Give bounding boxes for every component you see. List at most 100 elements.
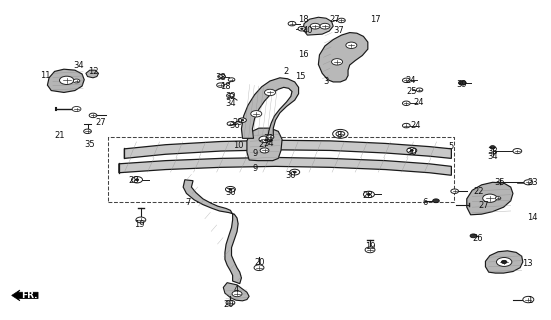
Text: 22: 22 (474, 187, 484, 196)
Text: 36: 36 (229, 121, 240, 130)
Circle shape (333, 129, 348, 138)
Polygon shape (86, 70, 99, 78)
Circle shape (402, 123, 410, 128)
Text: 31: 31 (263, 134, 274, 143)
Text: 10: 10 (233, 141, 244, 150)
Text: 18: 18 (220, 82, 230, 91)
Circle shape (89, 113, 97, 118)
Polygon shape (119, 157, 451, 175)
Text: 19: 19 (365, 242, 375, 251)
Text: 19: 19 (134, 220, 145, 229)
Text: 28: 28 (128, 176, 139, 185)
Polygon shape (12, 290, 38, 301)
Circle shape (483, 194, 497, 202)
Circle shape (254, 265, 264, 270)
Circle shape (336, 131, 345, 136)
Text: 29: 29 (233, 118, 244, 127)
Circle shape (364, 191, 375, 197)
Polygon shape (241, 78, 299, 141)
Text: 1: 1 (527, 296, 532, 305)
Circle shape (226, 93, 234, 98)
Circle shape (402, 101, 410, 106)
Text: 23: 23 (527, 179, 538, 188)
Text: 16: 16 (298, 50, 309, 59)
Text: 30: 30 (407, 148, 417, 156)
Text: 37: 37 (333, 26, 344, 35)
Text: 9: 9 (252, 149, 258, 158)
Circle shape (266, 135, 274, 139)
Circle shape (368, 194, 371, 196)
Circle shape (60, 76, 74, 84)
Text: 34: 34 (225, 99, 236, 108)
Text: 18: 18 (298, 15, 309, 24)
Polygon shape (125, 140, 451, 158)
Circle shape (84, 129, 91, 133)
Text: 34: 34 (487, 152, 498, 161)
Circle shape (232, 291, 242, 297)
Text: 27: 27 (329, 15, 340, 24)
Text: 14: 14 (527, 213, 538, 222)
Text: 13: 13 (522, 259, 532, 268)
Polygon shape (303, 17, 333, 35)
Polygon shape (247, 128, 282, 161)
Circle shape (264, 89, 276, 96)
Circle shape (293, 171, 296, 173)
Text: 20: 20 (255, 258, 266, 267)
Circle shape (290, 169, 300, 175)
Text: 27: 27 (95, 118, 106, 127)
Polygon shape (183, 180, 241, 284)
Circle shape (298, 27, 306, 31)
Text: 34: 34 (73, 60, 84, 69)
Circle shape (458, 81, 466, 85)
Polygon shape (485, 251, 523, 273)
Text: 21: 21 (55, 131, 66, 140)
Circle shape (332, 59, 343, 65)
Circle shape (226, 300, 235, 305)
Circle shape (132, 177, 143, 183)
Circle shape (260, 148, 269, 153)
Circle shape (346, 42, 357, 49)
Text: 9: 9 (252, 164, 258, 173)
Text: 3: 3 (323, 77, 329, 86)
Circle shape (239, 118, 246, 123)
Text: 35: 35 (84, 140, 95, 149)
Circle shape (217, 83, 224, 87)
Text: 38: 38 (215, 73, 226, 82)
Text: 30: 30 (285, 171, 296, 180)
Circle shape (513, 148, 522, 154)
Circle shape (301, 28, 303, 29)
Circle shape (402, 78, 410, 83)
Text: 30: 30 (225, 188, 236, 197)
Text: 35: 35 (494, 179, 505, 188)
Text: 11: 11 (41, 71, 51, 80)
Text: 7: 7 (185, 197, 190, 206)
Text: 32: 32 (225, 92, 236, 101)
Text: 12: 12 (88, 67, 98, 76)
Circle shape (288, 21, 296, 26)
Circle shape (338, 132, 343, 135)
Text: 8: 8 (336, 131, 342, 140)
Text: 20: 20 (224, 300, 234, 308)
Text: 24: 24 (410, 121, 421, 130)
Circle shape (490, 146, 495, 149)
Circle shape (259, 136, 270, 142)
Text: 6: 6 (422, 197, 428, 206)
Circle shape (225, 187, 235, 192)
Circle shape (136, 217, 146, 223)
Text: 34: 34 (263, 139, 274, 148)
Circle shape (218, 74, 225, 79)
Text: 39: 39 (456, 80, 467, 89)
Text: 17: 17 (370, 15, 381, 24)
Circle shape (241, 119, 244, 121)
Circle shape (228, 78, 235, 82)
Text: 24: 24 (405, 76, 415, 85)
Polygon shape (223, 283, 249, 301)
Text: 33: 33 (487, 147, 498, 156)
Text: 15: 15 (295, 72, 305, 81)
Circle shape (496, 258, 512, 267)
Circle shape (72, 107, 81, 112)
Circle shape (407, 148, 417, 153)
Circle shape (338, 18, 345, 23)
Circle shape (136, 179, 139, 181)
Circle shape (495, 197, 501, 200)
